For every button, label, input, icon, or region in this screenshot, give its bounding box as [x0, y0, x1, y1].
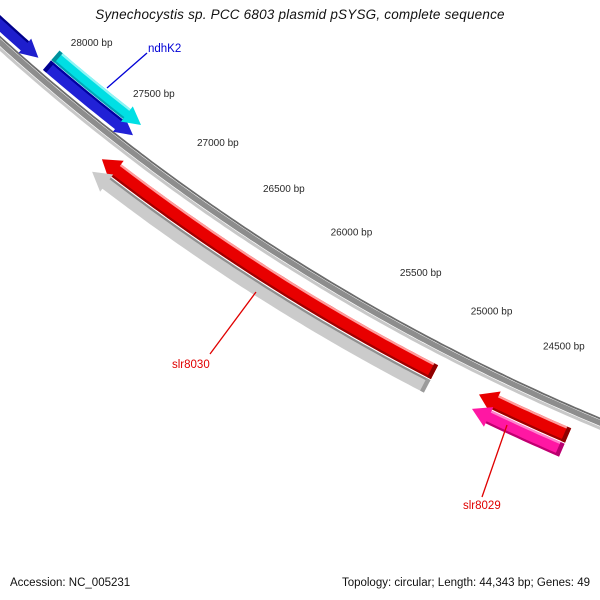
gene-band-bevel	[0, 15, 29, 43]
gene-band-bevel	[492, 407, 566, 443]
gene-band[interactable]	[51, 50, 141, 125]
bp-label-27000: 27000 bp	[197, 138, 239, 149]
gene-band[interactable]	[92, 171, 431, 393]
ruler-labels: 28000 bp 27500 bp 27000 bp 26500 bp 26000 bp…	[71, 38, 585, 353]
bp-label-24500: 24500 bp	[543, 342, 585, 353]
bp-label-27500: 27500 bp	[133, 89, 175, 100]
gene-band[interactable]	[43, 60, 133, 136]
gene-band-bevel	[49, 60, 123, 122]
gene-band[interactable]	[472, 407, 565, 457]
gene-band-endcap	[51, 50, 63, 63]
topology-summary-text: Topology: circular; Length: 44,343 bp; G…	[341, 577, 590, 589]
gene-leader-slr8029	[481, 424, 508, 498]
gene-band[interactable]	[479, 391, 572, 443]
gene-leader-ndhK2	[106, 52, 148, 89]
gene-label-ndhK2[interactable]: ndhK2	[148, 43, 181, 55]
plasmid-backbone	[0, 35, 600, 430]
status-bar: Accession: NC_005231 Topology: circular;…	[0, 577, 600, 589]
gene-band-bevel	[111, 174, 432, 380]
gene-arrow-gene-upstream-of-ndhK2[interactable]	[0, 0, 39, 58]
bp-label-28000: 28000 bp	[71, 38, 113, 49]
gene-band-bevel	[58, 50, 131, 111]
gene-arrow-slr8030[interactable]	[92, 159, 439, 393]
callout-slr8030: slr8030	[172, 291, 257, 371]
page-title: Synechocystis sp. PCC 6803 plasmid pSYSG…	[95, 7, 505, 22]
gene-band-endcap	[420, 378, 431, 393]
gene-band-bevel	[485, 421, 560, 457]
bp-label-26500: 26500 bp	[263, 184, 305, 195]
gene-band-bevel	[497, 395, 572, 431]
gene-band-endcap	[555, 442, 565, 457]
gene-band-endcap	[43, 60, 55, 73]
gene-band-bevel	[109, 177, 431, 383]
bp-label-25500: 25500 bp	[400, 268, 442, 279]
gene-arrow-slr8029[interactable]	[472, 391, 572, 457]
gene-band-bevel	[51, 58, 125, 119]
gene-band-endcap	[427, 363, 439, 380]
gene-arrow-ndhK2[interactable]	[43, 50, 141, 136]
callout-ndhK2: ndhK2	[106, 43, 181, 89]
backbone-body	[0, 38, 600, 426]
gene-band-bevel	[490, 410, 565, 446]
bp-label-25000: 25000 bp	[471, 306, 513, 317]
bp-label-26000: 26000 bp	[331, 227, 373, 238]
backbone-edge-dark	[0, 35, 600, 420]
gene-band-endcap	[561, 426, 572, 443]
callout-slr8029: slr8029	[463, 424, 508, 512]
gene-label-slr8029[interactable]: slr8029	[463, 500, 501, 512]
gene-label-slr8030[interactable]: slr8030	[172, 359, 210, 371]
backbone-edge-light	[0, 46, 600, 430]
gene-band-bevel	[119, 164, 439, 368]
accession-text: Accession: NC_005231	[10, 577, 131, 589]
gene-leader-slr8030	[209, 291, 257, 355]
